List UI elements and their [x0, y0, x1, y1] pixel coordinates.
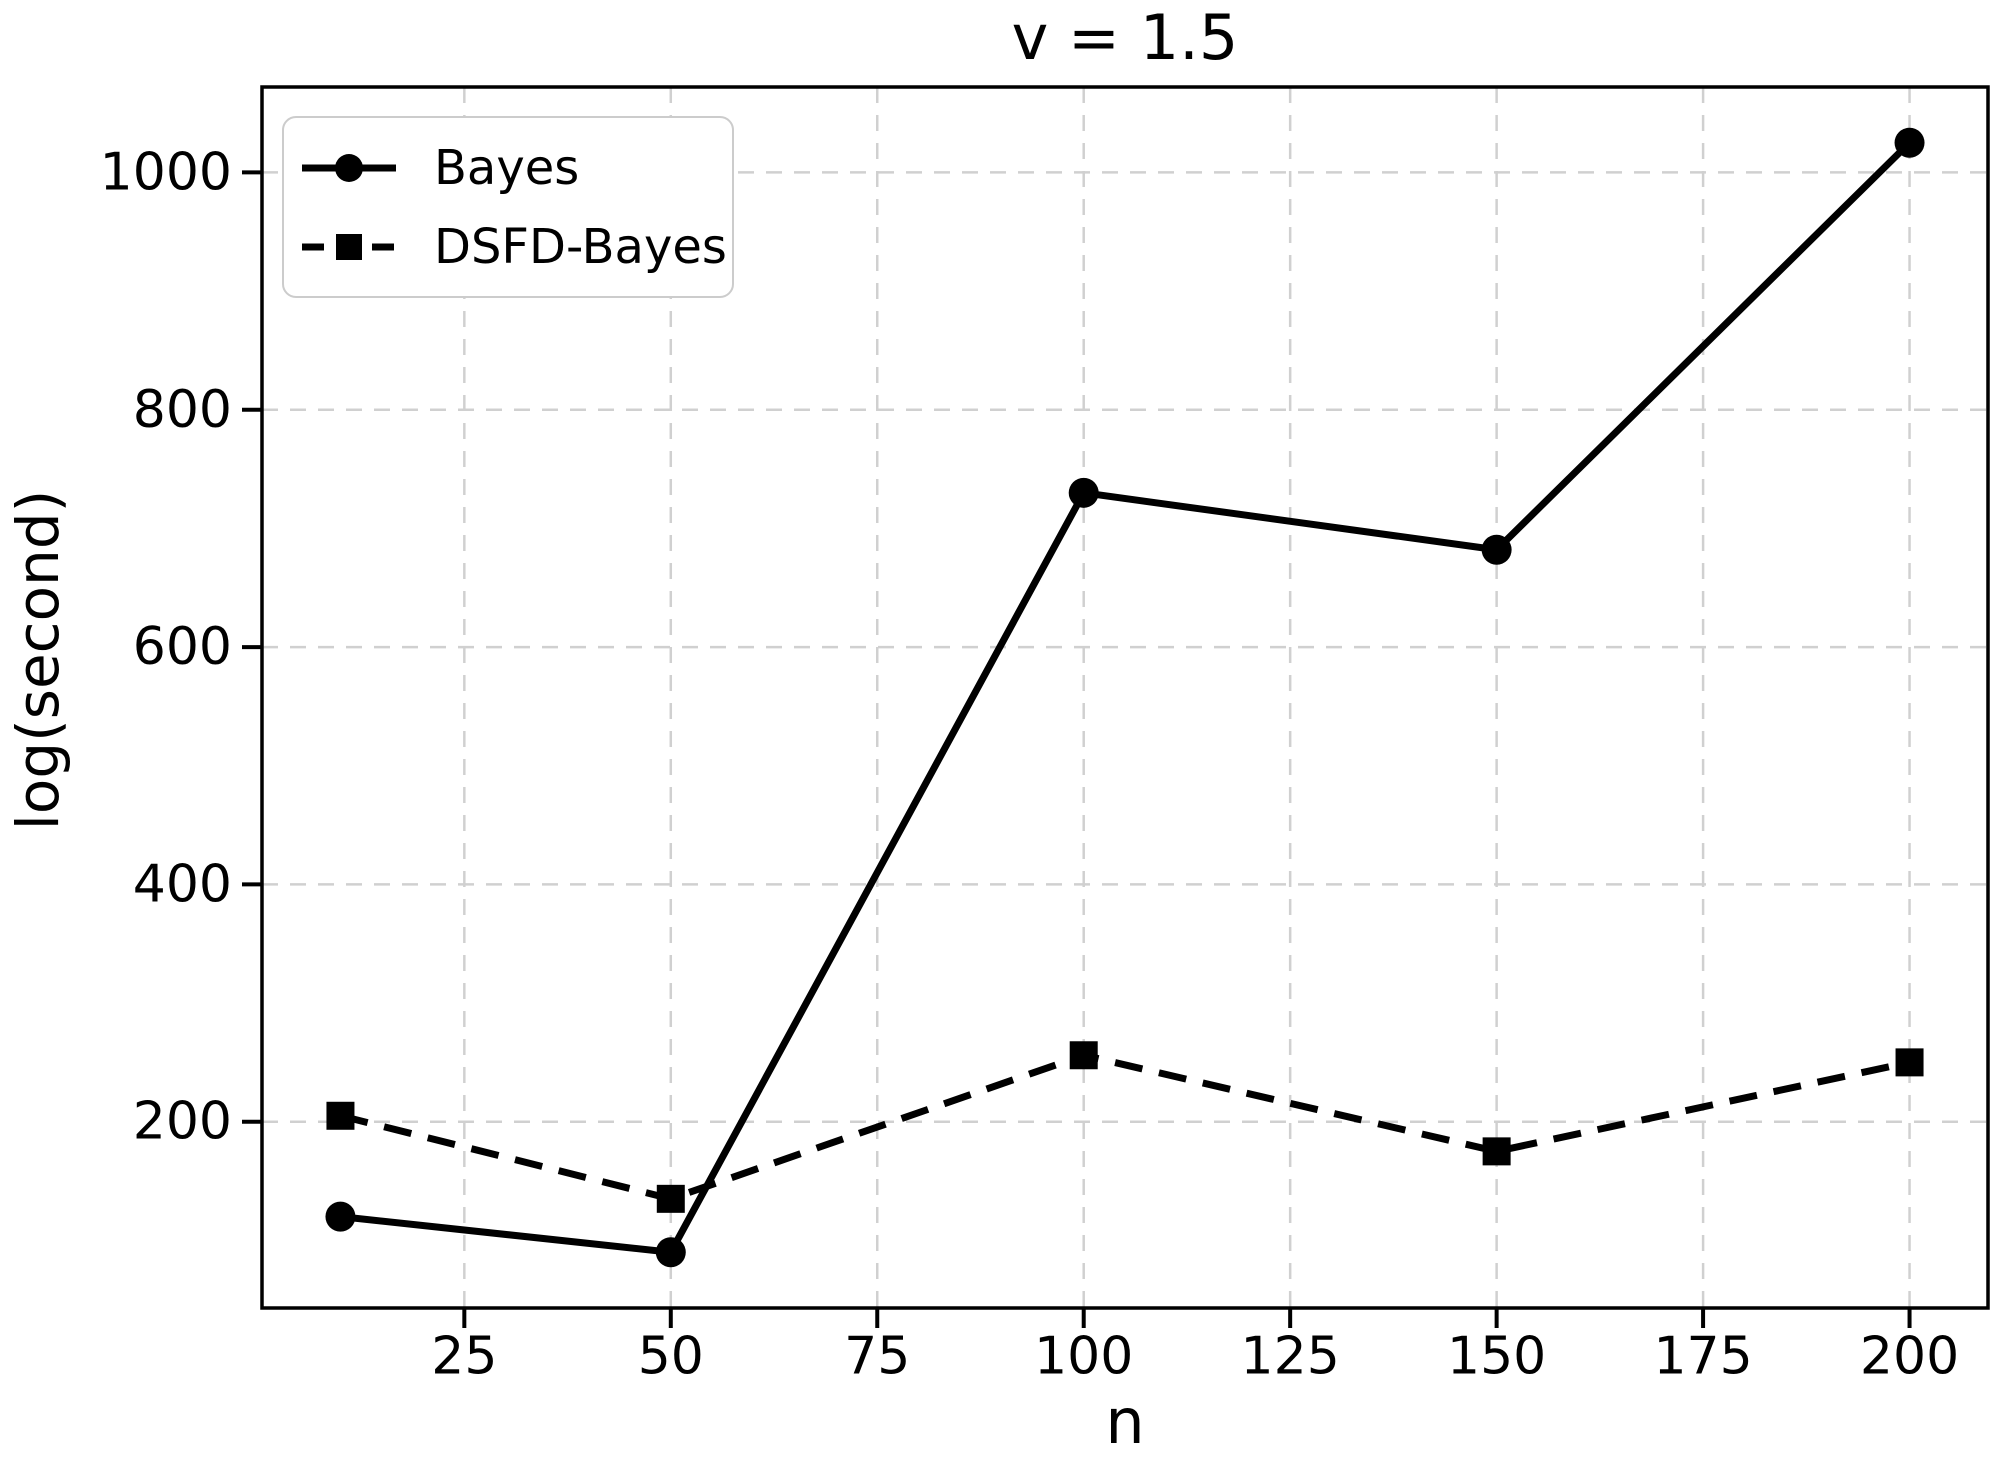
data-point-bayes	[655, 1237, 686, 1268]
x-tick-label: 25	[431, 1327, 497, 1387]
y-tick-label: 1000	[100, 142, 232, 202]
x-tick-label: 150	[1447, 1327, 1546, 1387]
y-tick-label: 400	[133, 854, 232, 914]
x-tick-label: 100	[1034, 1327, 1133, 1387]
legend-label: DSFD-Bayes	[434, 218, 727, 275]
x-axis-label: n	[1105, 1385, 1145, 1458]
x-tick-label: 125	[1241, 1327, 1340, 1387]
legend: Bayes DSFD-Bayes	[282, 116, 734, 298]
y-tick-label: 600	[133, 617, 232, 677]
solid-line-circle-marker-icon	[302, 153, 396, 182]
legend-item-dsfd-bayes: DSFD-Bayes	[300, 219, 727, 275]
dashed-line-square-marker-icon	[302, 233, 396, 260]
x-tick-label: 175	[1653, 1327, 1752, 1387]
x-tick-label: 50	[638, 1327, 704, 1387]
data-point-dsfd-bayes	[326, 1101, 355, 1130]
data-point-dsfd-bayes	[656, 1184, 685, 1213]
plot-border	[260, 85, 1990, 1310]
y-tick-label: 200	[133, 1092, 232, 1152]
data-point-bayes	[1481, 534, 1512, 565]
axis-layer: 25 50 75 100 125 150 175 200 200 400 600 800 1000	[100, 85, 1990, 1387]
data-point-dsfd-bayes	[1069, 1041, 1098, 1070]
data-point-bayes	[1068, 477, 1099, 508]
x-tick-label: 75	[844, 1327, 910, 1387]
data-point-bayes	[1894, 127, 1925, 158]
chart-title: v = 1.5	[1011, 1, 1239, 74]
data-point-bayes	[325, 1201, 356, 1232]
series-line-dsfd-bayes	[339, 1051, 1911, 1203]
series-layer	[325, 127, 1925, 1268]
legend-item-bayes: Bayes	[300, 140, 714, 196]
legend-label: Bayes	[434, 139, 580, 196]
series-line-bayes	[340, 140, 1913, 1256]
data-point-dsfd-bayes	[1895, 1048, 1924, 1077]
y-axis-label: log(second)	[4, 489, 72, 831]
data-point-dsfd-bayes	[1482, 1137, 1511, 1166]
y-tick-label: 800	[133, 380, 232, 440]
x-tick-label: 200	[1860, 1327, 1959, 1387]
